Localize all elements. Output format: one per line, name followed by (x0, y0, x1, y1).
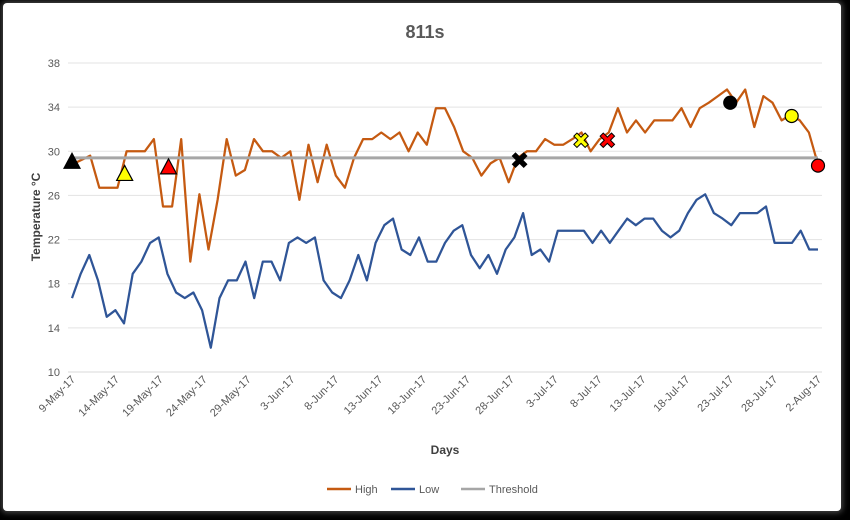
x-tick-label: 18-Jun-17 (386, 374, 430, 418)
circle-marker (810, 158, 826, 173)
x-tick-label: 28-Jun-17 (473, 374, 517, 418)
series-line-low (70, 193, 818, 349)
circle-marker (784, 108, 799, 124)
y-axis-title: Temperature °C (29, 172, 43, 261)
y-tick-label: 26 (48, 190, 60, 202)
x-tick-label: 29-May-17 (208, 374, 254, 420)
x-tick-label: 24-May-17 (164, 374, 210, 420)
x-axis-ticks: 9-May-1714-May-1719-May-1724-May-1729-Ma… (37, 374, 824, 420)
y-tick-label: 34 (48, 102, 60, 114)
event-markers (63, 95, 826, 182)
triangle-marker (63, 152, 81, 169)
circle-marker (723, 95, 738, 110)
x-tick-label: 9-May-17 (37, 374, 78, 415)
x-tick-label: 8-Jun-17 (302, 374, 341, 413)
y-axis-ticks: 10 14 18 22 26 30 34 38 (48, 58, 60, 379)
y-tick-label: 22 (48, 235, 60, 247)
triangle-marker (115, 164, 134, 182)
x-tick-label: 13-Jun-17 (342, 374, 386, 418)
x-tick-label: 8-Jul-17 (568, 374, 605, 411)
legend-label-threshold: Threshold (489, 484, 538, 496)
x-tick-label: 3-Jun-17 (258, 374, 297, 413)
chart-title: 811s (405, 22, 444, 42)
x-tick-label: 18-Jul-17 (652, 374, 693, 415)
x-tick-label: 3-Jul-17 (524, 374, 561, 411)
legend-label-high: High (355, 484, 378, 496)
x-marker (573, 132, 589, 149)
x-tick-label: 23-Jul-17 (695, 374, 736, 415)
y-tick-label: 38 (48, 58, 60, 70)
x-tick-label: 2-Aug-17 (784, 374, 824, 414)
x-axis-title: Days (431, 443, 460, 457)
series-lines (70, 88, 820, 349)
x-marker (599, 132, 616, 149)
x-marker (511, 152, 528, 169)
legend: High Low Threshold (327, 484, 538, 496)
x-tick-label: 13-Jul-17 (608, 374, 649, 415)
y-tick-label: 18 (48, 279, 60, 291)
legend-label-low: Low (419, 484, 439, 496)
y-tick-label: 30 (48, 146, 60, 158)
y-tick-label: 10 (48, 367, 60, 379)
x-tick-label: 19-May-17 (120, 374, 166, 420)
x-tick-label: 14-May-17 (76, 374, 122, 420)
series-line-high (71, 88, 820, 263)
x-tick-label: 28-Jul-17 (739, 374, 780, 415)
y-tick-label: 14 (48, 323, 60, 335)
x-tick-label: 23-Jun-17 (430, 374, 474, 418)
triangle-marker (159, 157, 178, 175)
